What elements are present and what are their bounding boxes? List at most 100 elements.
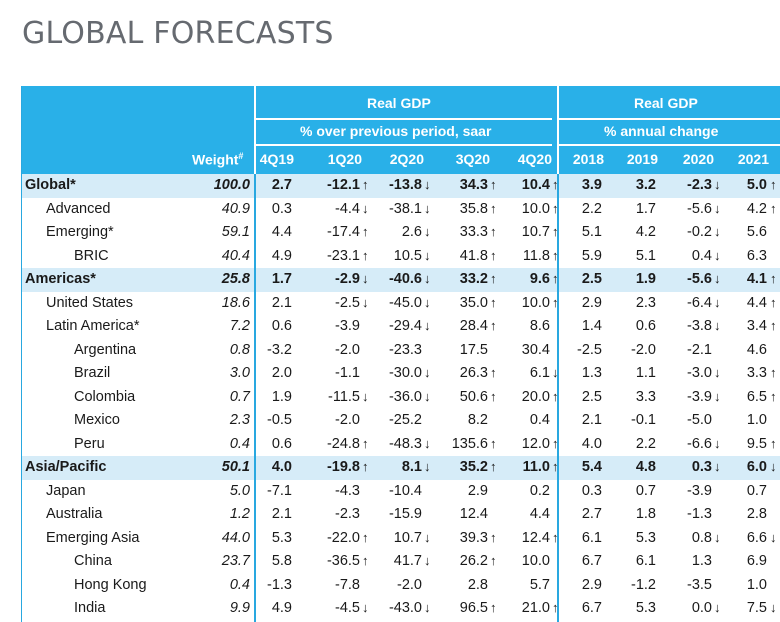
quarter-value: 10.0 <box>521 294 550 311</box>
header-divider-2 <box>557 86 559 174</box>
col-header-1q20: 1Q20 <box>327 151 362 167</box>
table-body: Global* 100.0 2.7 -12.1 ↑ -13.8 ↓ 34.3 ↑ 10.4 ↑ 3.9… <box>22 174 780 621</box>
arrow-down-icon: ↓ <box>424 200 431 216</box>
annual-value: -2.5 <box>577 341 602 358</box>
quarter-value: -0.5 <box>267 412 292 428</box>
annual-value: 5.3 <box>635 600 656 616</box>
arrow-down-icon: ↓ <box>424 318 431 333</box>
table-row: Brazil 3.0 2.0 -1.1 -30.0 ↓ 26.3 ↑ 6.1 ↓ 1.3 1.1 -3.… <box>22 362 780 386</box>
annual-value: 1.4 <box>581 318 602 334</box>
weight-value: 0.8 <box>229 341 250 358</box>
quarter-value: 0.6 <box>271 318 292 334</box>
row-label: Argentina <box>74 341 137 358</box>
arrow-down-icon: ↓ <box>552 365 559 380</box>
arrow-down-icon: ↓ <box>714 200 721 216</box>
table-row: Colombia 0.7 1.9 -11.5 ↓ -36.0 ↓ 50.6 ↑ 20.0 ↑ 2.5 3… <box>22 386 780 410</box>
table-row: Argentina 0.8 -3.2 -2.0 -23.3 17.5 30.4 -2.5 -2.… <box>22 339 780 363</box>
quarter-value: -36.0 <box>388 388 422 405</box>
quarter-value: -30.0 <box>388 365 422 381</box>
quarter-value: -23.1 <box>326 247 360 264</box>
arrow-down-icon: ↓ <box>714 247 721 263</box>
annual-value: 3.3 <box>746 365 767 381</box>
arrow-down-icon: ↓ <box>714 224 721 239</box>
quarter-value: 12.4 <box>521 529 550 546</box>
quarter-value: 2.1 <box>271 294 292 311</box>
annual-value: 2.5 <box>581 271 602 287</box>
annual-value: 1.3 <box>581 365 602 381</box>
annual-value: -6.6 <box>687 435 712 452</box>
arrow-up-icon: ↑ <box>490 600 497 615</box>
quarter-value: 12.4 <box>459 506 488 522</box>
quarter-value: 30.4 <box>521 341 550 358</box>
group1-title: Real GDP <box>367 95 431 111</box>
annual-value: -1.3 <box>687 506 712 522</box>
quarter-value: -3.2 <box>267 341 292 358</box>
table-row: Japan 5.0 -7.1 -4.3 -10.4 2.9 0.2 0.3 0.7 -3.9 0.7 <box>22 480 780 504</box>
row-label: Latin America* <box>46 318 140 334</box>
arrow-up-icon: ↑ <box>490 224 497 239</box>
arrow-up-icon: ↑ <box>490 247 497 263</box>
arrow-down-icon: ↓ <box>424 600 431 615</box>
row-label: Hong Kong <box>74 576 147 593</box>
arrow-up-icon: ↑ <box>490 318 497 333</box>
body-divider-1 <box>254 174 256 622</box>
weight-value: 50.1 <box>221 459 250 475</box>
arrow-up-icon: ↑ <box>362 247 369 263</box>
quarter-value: 10.4 <box>521 177 550 193</box>
quarter-value: 2.6 <box>401 224 422 240</box>
quarter-value: 5.8 <box>271 553 292 569</box>
row-label: Brazil <box>74 365 111 381</box>
quarter-value: -4.5 <box>335 600 360 616</box>
row-label: Peru <box>74 435 105 452</box>
annual-value: 5.1 <box>635 247 656 264</box>
quarter-value: -3.9 <box>335 318 360 334</box>
annual-value: -6.4 <box>687 294 712 311</box>
weight-value: 1.2 <box>229 506 250 522</box>
arrow-up-icon: ↑ <box>490 271 497 286</box>
arrow-up-icon: ↑ <box>362 553 369 568</box>
annual-value: 0.3 <box>581 482 602 499</box>
annual-value: -3.0 <box>687 365 712 381</box>
quarter-value: 135.6 <box>451 435 488 452</box>
table-row: Peru 0.4 0.6 -24.8 ↑ -48.3 ↓ 135.6 ↑ 12.0 ↑ 4.0 2.2-… <box>22 433 780 457</box>
annual-value: -5.0 <box>687 412 712 428</box>
quarter-value: 8.1 <box>401 459 422 475</box>
arrow-down-icon: ↓ <box>362 600 369 615</box>
annual-value: 4.0 <box>581 435 602 452</box>
annual-value: -3.8 <box>687 318 712 334</box>
annual-value: 0.8 <box>691 529 712 546</box>
arrow-down-icon: ↓ <box>770 529 777 545</box>
arrow-up-icon: ↑ <box>770 388 777 404</box>
annual-value: 6.7 <box>581 600 602 616</box>
annual-value: 2.8 <box>746 506 767 522</box>
quarter-value: 6.1 <box>529 365 550 381</box>
quarter-value: -2.0 <box>335 412 360 428</box>
annual-value: 2.2 <box>635 435 656 452</box>
quarter-value: -40.6 <box>388 271 422 287</box>
annual-value: 4.4 <box>746 294 767 311</box>
table-row: United States 18.6 2.1 -2.5 ↓ -45.0 ↓ 35.0 ↑ 10.0… <box>22 292 780 316</box>
quarter-value: 10.7 <box>521 224 550 240</box>
quarter-value: 10.5 <box>393 247 422 264</box>
arrow-up-icon: ↑ <box>552 600 559 615</box>
weight-header: Weight# <box>192 151 243 168</box>
annual-value: -3.5 <box>687 576 712 593</box>
quarter-value: 1.9 <box>271 388 292 405</box>
quarter-value: 41.7 <box>393 553 422 569</box>
group1-subtitle: % over previous period, saar <box>300 123 492 139</box>
weight-value: 100.0 <box>213 177 250 193</box>
arrow-up-icon: ↑ <box>770 177 777 192</box>
col-header-3q20: 3Q20 <box>455 151 490 167</box>
arrow-down-icon: ↓ <box>362 388 369 404</box>
annual-value: 3.9 <box>581 177 602 193</box>
annual-value: 1.3 <box>691 553 712 569</box>
quarter-value: -48.3 <box>388 435 422 452</box>
weight-value: 40.4 <box>221 247 250 264</box>
annual-value: 1.0 <box>746 412 767 428</box>
quarter-value: 4.9 <box>271 600 292 616</box>
arrow-up-icon: ↑ <box>362 529 369 545</box>
annual-value: 2.9 <box>581 576 602 593</box>
arrow-down-icon: ↓ <box>714 600 721 615</box>
quarter-value: 5.7 <box>529 576 550 593</box>
quarter-value: -45.0 <box>388 294 422 311</box>
